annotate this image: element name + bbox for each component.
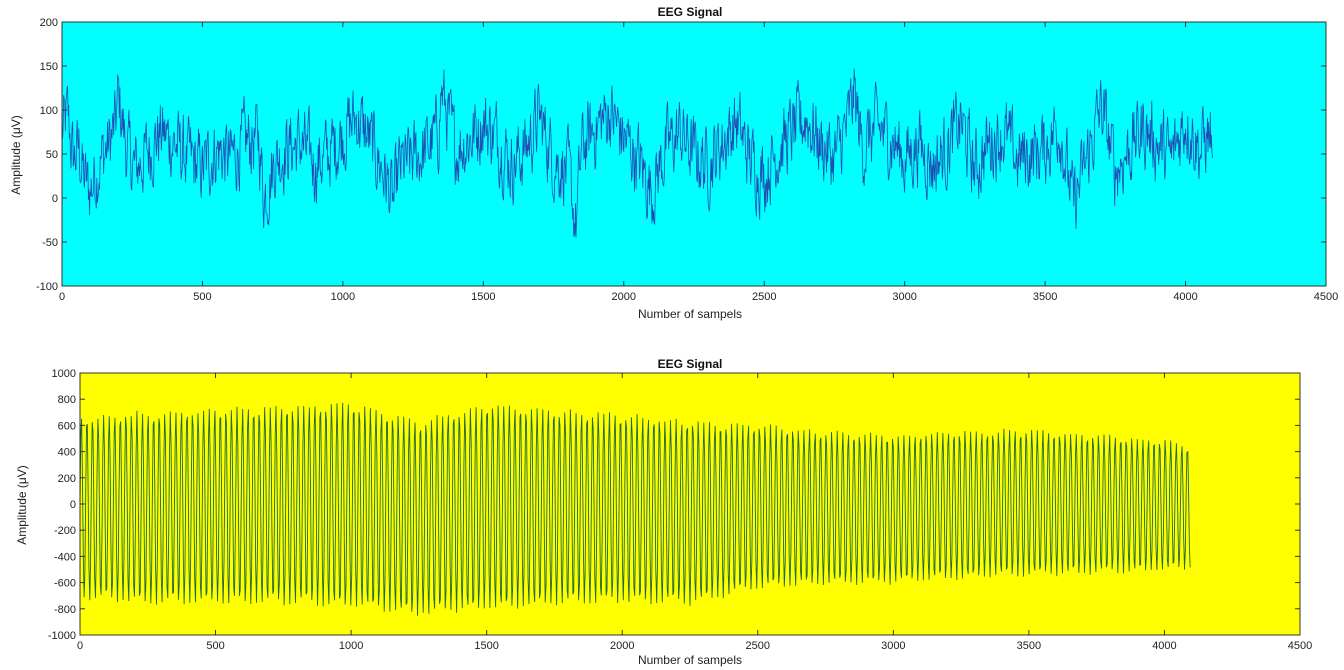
x-tick-label: 4500 [1314, 291, 1338, 303]
y-axis-label: Amplitude (μV) [15, 465, 29, 545]
x-tick-label: 3000 [881, 640, 905, 652]
x-tick-label: 2000 [612, 291, 636, 303]
series-line-path [61, 68, 1213, 238]
y-tick-label: 800 [58, 394, 76, 406]
x-tick-label: 3000 [892, 291, 916, 303]
y-tick-label: 150 [40, 61, 58, 73]
y-tick-label: 100 [40, 105, 58, 117]
x-tick-label: 500 [193, 291, 211, 303]
x-tick-label: 1500 [474, 640, 498, 652]
x-tick-label: 2000 [610, 640, 634, 652]
plot-frame [79, 372, 1301, 636]
x-tick-label: 3500 [1017, 640, 1041, 652]
y-tick-label: 600 [58, 420, 76, 432]
x-axis-ticks: 0 500 1000 1500 2000 2500 3000 3500 4000 4500 [59, 22, 1338, 303]
x-tick-label: 1500 [471, 291, 495, 303]
y-tick-label: -600 [54, 578, 76, 590]
chart-title: EEG Signal [658, 5, 723, 19]
x-tick-label: 500 [206, 640, 224, 652]
x-tick-label: 4000 [1152, 640, 1176, 652]
chart-top: EEG Signal 0 500 1000 1500 2000 2500 3000 3500 4… [9, 5, 1338, 321]
y-tick-label: 400 [58, 447, 76, 459]
y-tick-label: -800 [54, 604, 76, 616]
x-axis-ticks: 0 500 1000 1500 2000 2500 3000 3500 4000 4500 [77, 373, 1312, 652]
x-tick-label: 4000 [1173, 291, 1197, 303]
chart-title: EEG Signal [658, 357, 723, 371]
x-tick-label: 3500 [1033, 291, 1057, 303]
plot-area [62, 22, 1326, 286]
x-tick-label: 1000 [331, 291, 355, 303]
y-tick-label: -200 [54, 525, 76, 537]
y-tick-label: -50 [42, 237, 58, 249]
y-axis-label: Amplitude (μV) [9, 115, 23, 195]
x-axis-label: Number of sampels [638, 307, 742, 321]
x-tick-label: 0 [59, 291, 65, 303]
plot-frame [61, 21, 1327, 287]
y-tick-label: 50 [46, 149, 58, 161]
y-axis-ticks: -1000 -800 -600 -400 -200 0 200 400 600 800 1000 [48, 368, 1300, 642]
y-tick-label: 1000 [52, 368, 76, 380]
y-tick-label: 0 [52, 193, 58, 205]
chart-bottom: EEG Signal 0 500 1000 1500 2000 2500 3000 3500 4… [15, 357, 1312, 667]
series-line-path [79, 402, 1191, 616]
x-axis-label: Number of sampels [638, 653, 742, 667]
x-tick-label: 1000 [339, 640, 363, 652]
x-tick-label: 4500 [1288, 640, 1312, 652]
x-tick-label: 2500 [752, 291, 776, 303]
series-line [79, 402, 1191, 616]
y-tick-label: -100 [36, 281, 58, 293]
y-tick-label: 200 [40, 17, 58, 29]
y-tick-label: 0 [70, 499, 76, 511]
x-tick-label: 0 [77, 640, 83, 652]
y-tick-label: -1000 [48, 630, 76, 642]
y-tick-label: -400 [54, 551, 76, 563]
series-line [61, 68, 1213, 238]
x-tick-label: 2500 [746, 640, 770, 652]
y-tick-label: 200 [58, 473, 76, 485]
